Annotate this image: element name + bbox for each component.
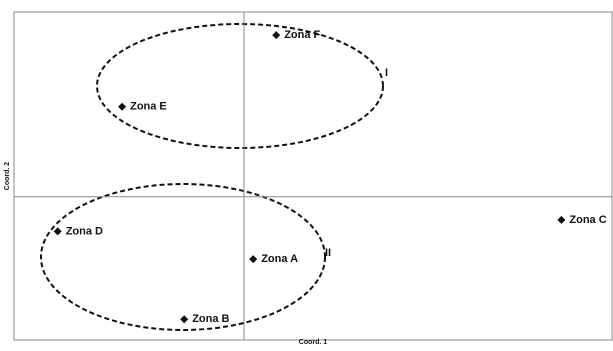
point — [118, 102, 127, 111]
point-label: Zona A — [261, 253, 298, 265]
annotation: II — [325, 247, 331, 259]
group-ellipse — [96, 23, 384, 149]
point — [249, 255, 258, 264]
y-axis-label: Coord. 2 — [4, 162, 11, 190]
point-label: Zona E — [130, 101, 167, 113]
group-ellipse — [40, 183, 326, 331]
x-axis-label: Coord. 1 — [299, 339, 327, 346]
point-label: Zona D — [66, 225, 103, 237]
point-label: Zona F — [284, 29, 320, 41]
point — [53, 227, 62, 236]
annotation: I — [385, 67, 388, 79]
point-label: Zona B — [192, 313, 229, 325]
point — [557, 215, 566, 224]
point-label: Zona C — [569, 214, 606, 226]
plot-frame — [13, 11, 613, 341]
point — [180, 315, 189, 324]
point — [272, 31, 281, 40]
